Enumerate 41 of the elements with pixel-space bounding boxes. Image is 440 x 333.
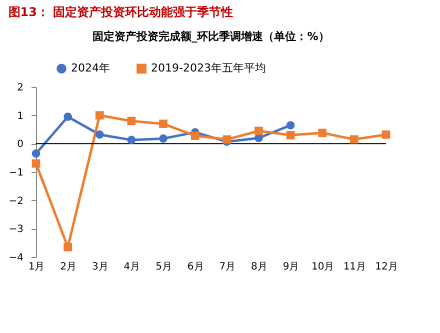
- x-tick-label: 1月: [28, 262, 45, 272]
- y-tick-label: 0: [17, 139, 24, 150]
- point: [32, 149, 40, 158]
- y-tick-label: −3: [8, 224, 24, 236]
- point: [95, 111, 104, 120]
- x-tick-label: 12月: [375, 262, 398, 272]
- chart-title: 固定资产投资完成额_环比季调增速（单位：%）: [92, 30, 330, 43]
- y-tick-label: 1: [17, 110, 24, 122]
- point: [318, 128, 327, 138]
- y-tick-label: −4: [8, 252, 24, 264]
- point: [64, 112, 72, 121]
- y-tick-label: −2: [8, 196, 24, 207]
- point: [32, 159, 40, 168]
- point: [382, 130, 390, 139]
- caption: 图13： 固定资产投资环比动能强于季节性: [8, 5, 234, 19]
- point: [190, 132, 200, 140]
- legend-label: 2019-2023年五年平均: [151, 62, 266, 75]
- x-tick-label: 7月: [219, 262, 236, 272]
- point: [127, 136, 136, 144]
- y-tick-label: 2: [17, 82, 24, 94]
- x-tick-label: 10月: [311, 262, 334, 272]
- point: [286, 121, 295, 130]
- y-tick-label: −1: [8, 168, 24, 178]
- x-tick-label: 4月: [124, 262, 140, 272]
- x-tick-label: 6月: [187, 262, 204, 272]
- point: [222, 135, 232, 144]
- x-tick-label: 3月: [92, 262, 108, 272]
- point: [64, 242, 72, 252]
- legend-label: 2024年: [71, 62, 110, 75]
- point: [95, 130, 104, 139]
- x-tick-label: 2月: [60, 262, 77, 272]
- point: [286, 130, 295, 140]
- point: [350, 135, 358, 144]
- point: [159, 134, 168, 143]
- x-tick-label: 8月: [251, 262, 268, 272]
- x-tick-label: 11月: [343, 262, 366, 272]
- point: [127, 116, 136, 126]
- point: [159, 120, 168, 128]
- x-tick-label: 5月: [156, 262, 172, 272]
- x-tick-label: 9月: [282, 262, 300, 272]
- point: [254, 126, 263, 136]
